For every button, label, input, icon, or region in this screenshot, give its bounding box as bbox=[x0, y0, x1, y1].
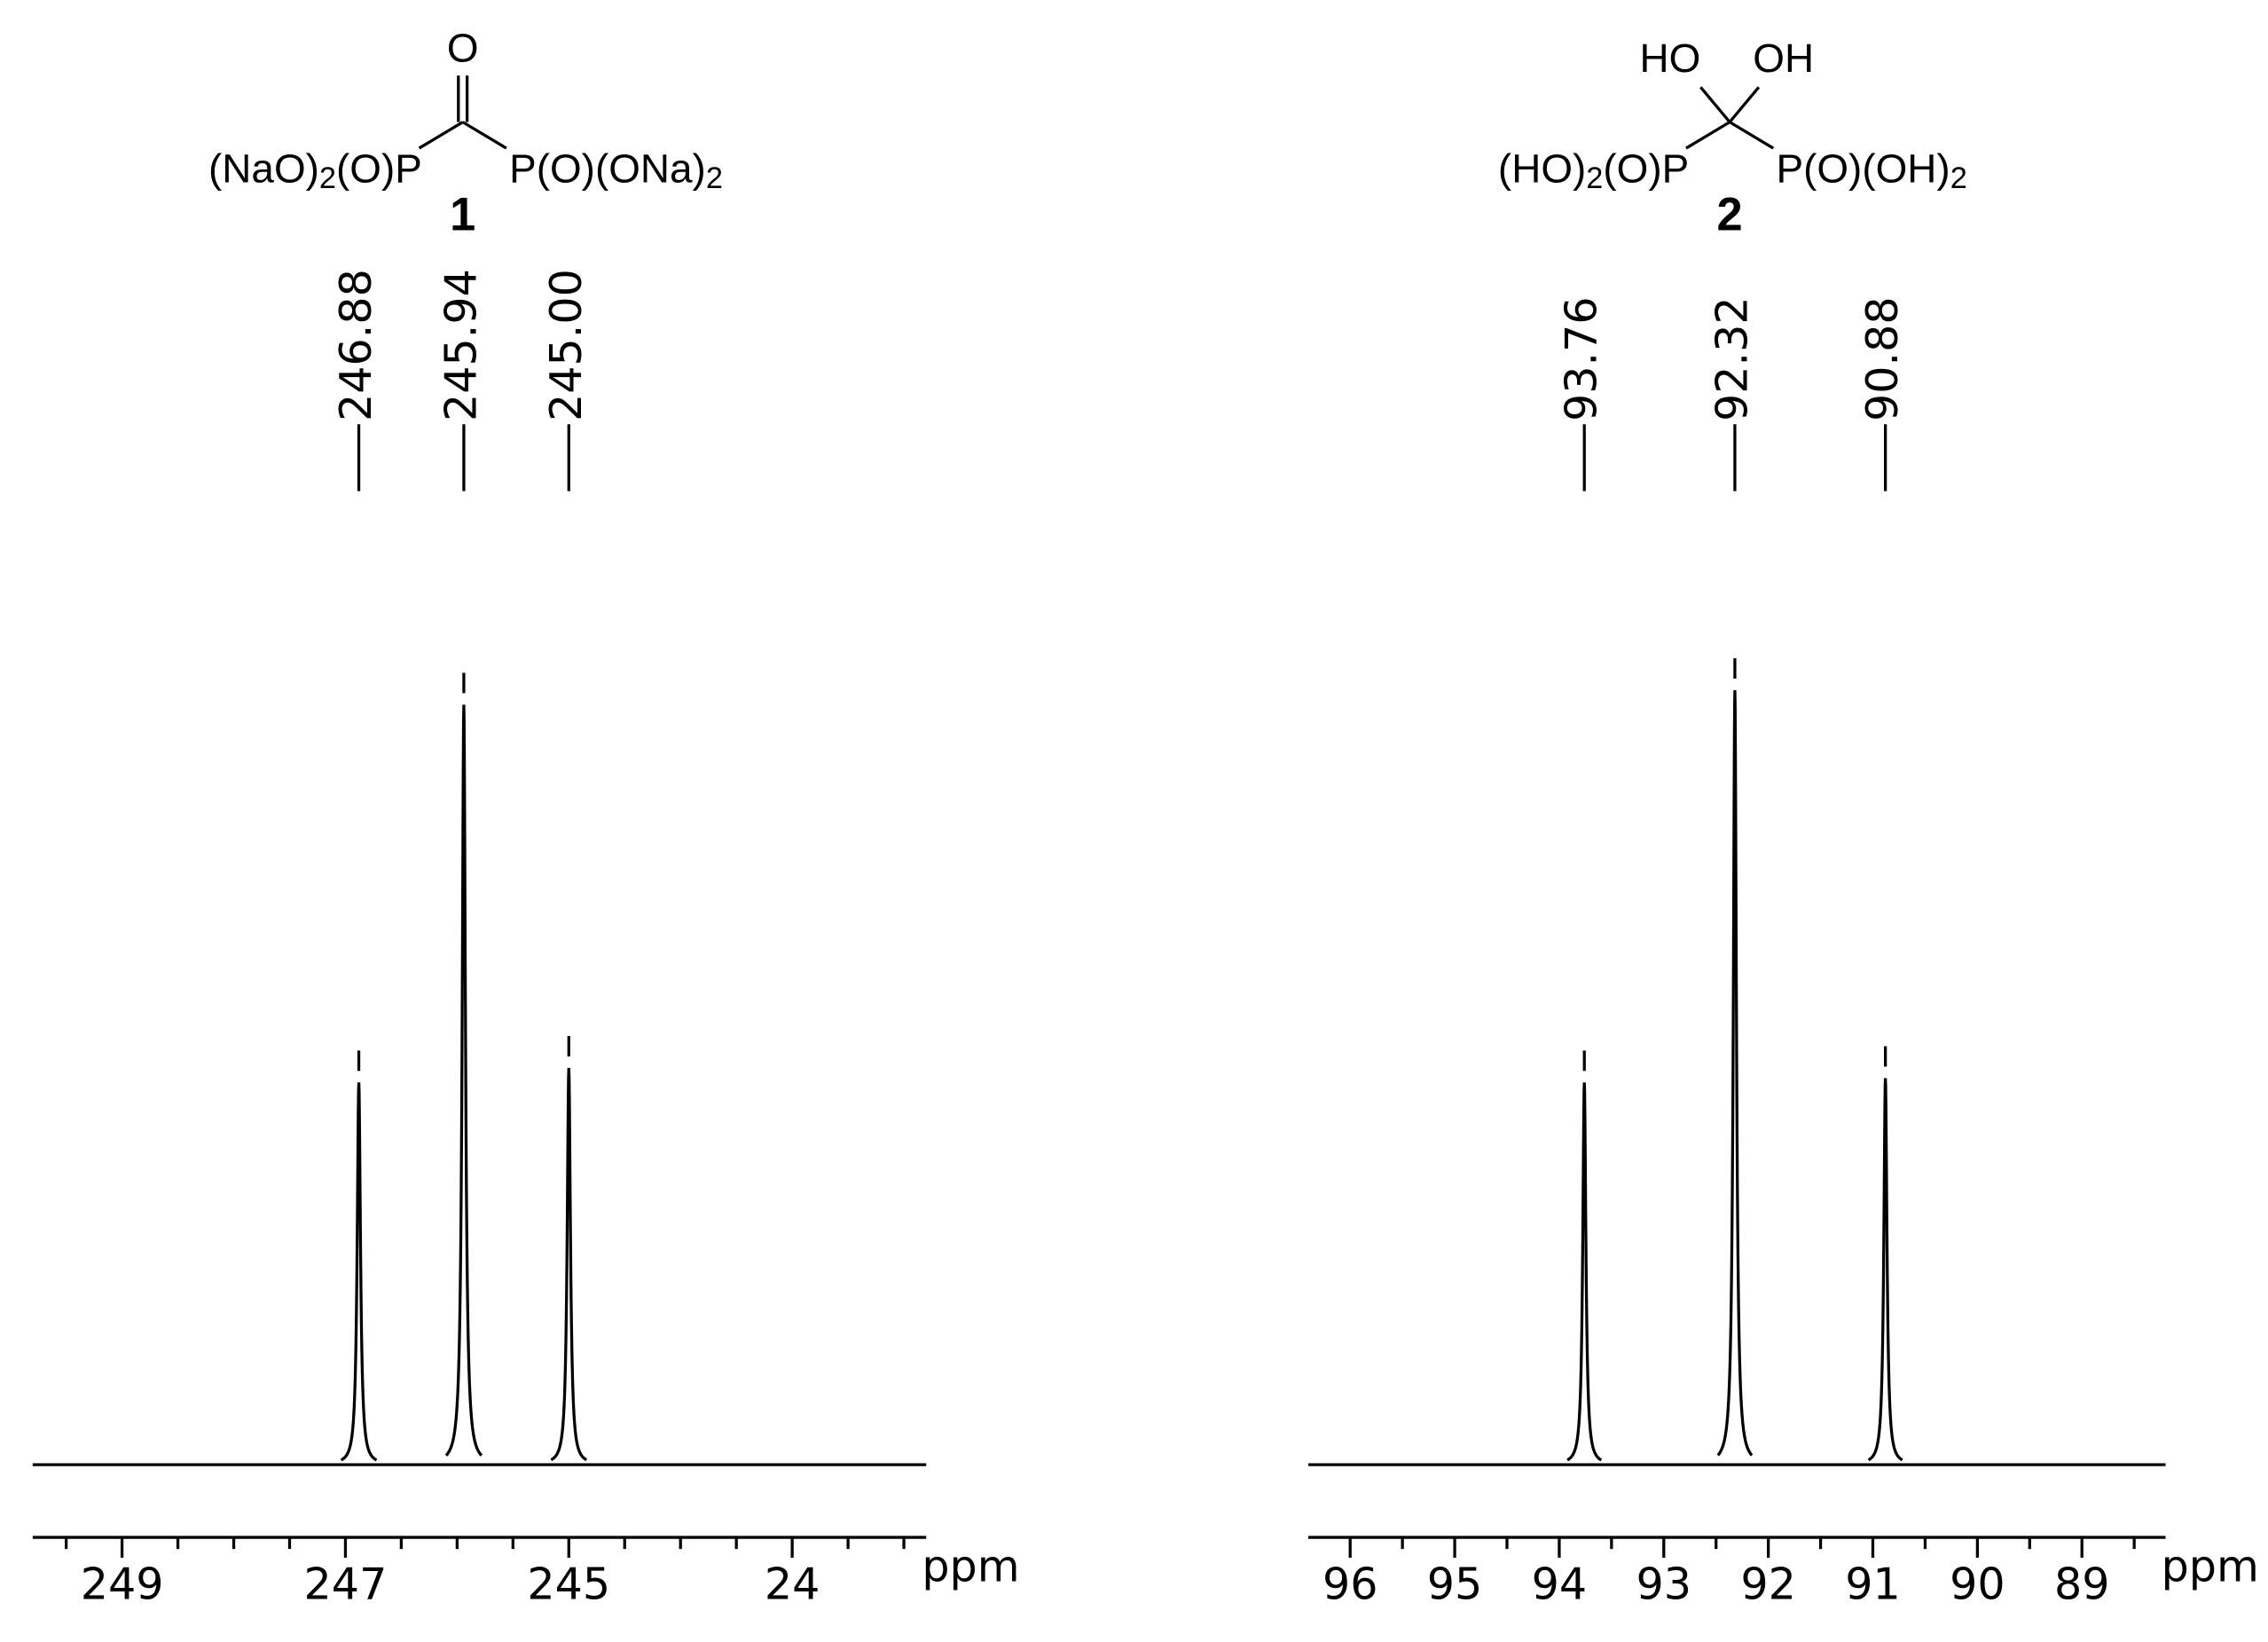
peak bbox=[1867, 1078, 1903, 1462]
group-label: (HO)2(O)P bbox=[1498, 145, 1689, 195]
bond bbox=[461, 121, 507, 150]
compound-number: 2 bbox=[1717, 190, 1743, 241]
atom-label: OH bbox=[1753, 35, 1814, 81]
x-tick-label: 24 bbox=[765, 1558, 820, 1609]
x-tick-label: 249 bbox=[81, 1558, 164, 1609]
x-tick-label: 94 bbox=[1532, 1558, 1588, 1609]
x-axis-label: ppm bbox=[922, 1541, 1019, 1592]
peak bbox=[340, 1082, 378, 1462]
group-label: P(O)(ONa)2 bbox=[509, 145, 723, 195]
group-label: (NaO)2(O)P bbox=[208, 145, 422, 195]
x-tick-label: 95 bbox=[1427, 1558, 1483, 1609]
x-tick-label: 247 bbox=[304, 1558, 388, 1609]
x-tick-label: 92 bbox=[1740, 1558, 1796, 1609]
peak bbox=[1566, 1082, 1603, 1462]
bond bbox=[1728, 86, 1761, 123]
bond bbox=[418, 121, 464, 150]
peak-label: 92.32 bbox=[1706, 296, 1757, 421]
x-tick-label: 96 bbox=[1322, 1558, 1378, 1609]
x-tick-label: 90 bbox=[1950, 1558, 2005, 1609]
bond bbox=[1699, 86, 1731, 123]
peak-label: 245.00 bbox=[540, 269, 592, 421]
peak-label: 93.76 bbox=[1556, 296, 1607, 421]
bond bbox=[1685, 121, 1730, 150]
compound-number: 1 bbox=[450, 190, 475, 241]
x-tick-label: 245 bbox=[527, 1558, 610, 1609]
x-tick-label: 89 bbox=[2054, 1558, 2110, 1609]
bond bbox=[1729, 121, 1775, 150]
x-axis-label: ppm bbox=[2162, 1541, 2259, 1592]
atom-label: O bbox=[447, 24, 479, 70]
x-tick-label: 93 bbox=[1636, 1558, 1692, 1609]
x-tick-label: 91 bbox=[1845, 1558, 1901, 1609]
peak bbox=[550, 1067, 588, 1462]
group-label: P(O)(OH)2 bbox=[1777, 145, 1967, 195]
atom-label: HO bbox=[1640, 35, 1701, 81]
peak-label: 246.88 bbox=[330, 269, 381, 421]
peak-label: 245.94 bbox=[435, 269, 486, 421]
peak-label: 90.88 bbox=[1856, 296, 1908, 421]
peak bbox=[444, 704, 483, 1457]
peak bbox=[1716, 690, 1754, 1457]
